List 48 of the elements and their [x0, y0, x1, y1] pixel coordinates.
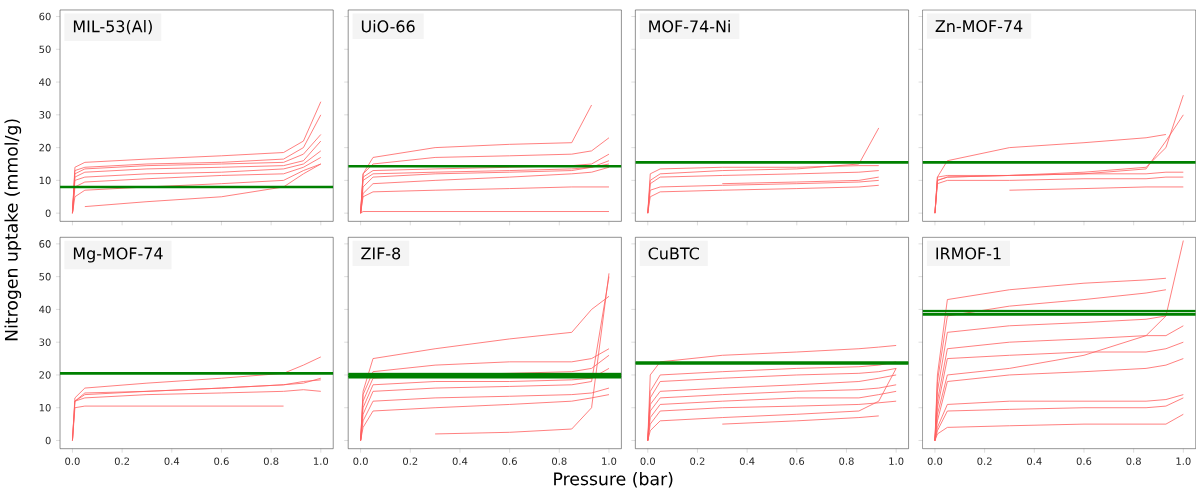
x-tick-label: 0.4 — [164, 457, 180, 465]
y-tick-label: 0 — [45, 209, 51, 218]
x-tick-label: 1.0 — [313, 457, 329, 465]
x-tick-label: 0.2 — [403, 457, 418, 465]
x-tick-label: 0.6 — [502, 457, 517, 465]
y-tick-label: 10 — [39, 176, 51, 185]
text: Mg-MOF-74 — [73, 247, 163, 263]
y-tick-label: 30 — [39, 338, 51, 347]
x-tick-label: 0.6 — [1076, 457, 1092, 465]
y-tick-label: 10 — [39, 404, 51, 412]
x-tick-label: 0.6 — [789, 457, 805, 465]
text: CuBTC — [648, 247, 699, 260]
x-tick-label: 0.4 — [1027, 457, 1042, 465]
x-tick-label: 0.0 — [65, 457, 80, 465]
text: UiO-66 — [361, 20, 415, 33]
x-tick-label: 0.0 — [353, 457, 368, 465]
text: IRMOF-1 — [936, 247, 1001, 260]
x-tick-label: 0.2 — [690, 457, 705, 465]
y-tick-label: 20 — [39, 143, 51, 152]
y-tick-label: 0 — [45, 436, 51, 445]
text: Zn-MOF-74 — [935, 20, 1023, 33]
y-axis-title: Nitrogen uptake (mmol/g) — [4, 119, 22, 341]
text: MOF-74-Ni — [649, 20, 730, 33]
y-tick-label: 60 — [39, 240, 51, 248]
y-tick-label: 50 — [39, 45, 51, 54]
x-tick-label: 0.8 — [1126, 457, 1141, 465]
x-tick-label: 0.8 — [552, 457, 567, 465]
y-tick-label: 40 — [39, 305, 51, 314]
y-tick-label: 50 — [39, 272, 51, 281]
x-axis-title: Pressure (bar) — [554, 472, 673, 488]
x-tick-label: 0.0 — [640, 457, 656, 465]
x-tick-label: 0.6 — [214, 457, 229, 465]
y-tick-label: 30 — [39, 111, 51, 119]
x-tick-label: 0.4 — [739, 457, 755, 465]
x-tick-label: 1.0 — [1176, 457, 1191, 465]
x-tick-label: 0.2 — [114, 457, 130, 465]
x-tick-label: 0.4 — [452, 457, 468, 465]
y-tick-label: 20 — [39, 371, 51, 379]
y-tick-label: 60 — [39, 12, 51, 21]
text: MIL-53(Al) — [73, 20, 152, 35]
x-tick-label: 0.2 — [977, 457, 992, 465]
x-tick-label: 1.0 — [602, 457, 617, 465]
y-tick-label: 40 — [39, 78, 51, 86]
text: ZIF-8 — [361, 247, 401, 260]
x-tick-label: 0.8 — [839, 457, 854, 465]
x-tick-label: 0.0 — [927, 457, 943, 465]
x-tick-label: 0.8 — [263, 457, 279, 465]
x-tick-label: 1.0 — [889, 457, 904, 465]
